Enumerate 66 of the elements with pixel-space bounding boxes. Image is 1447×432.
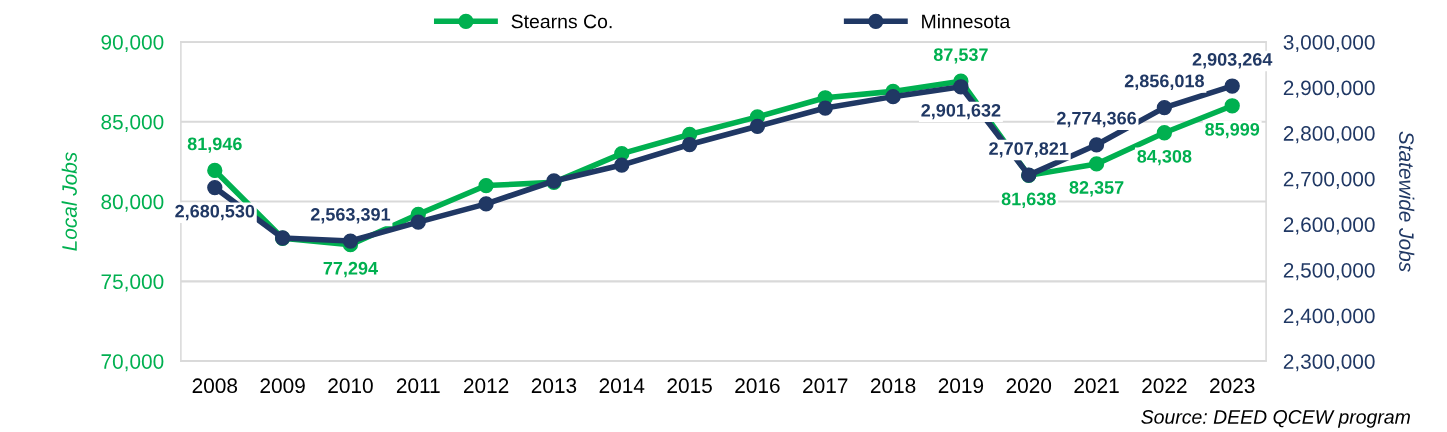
point — [885, 88, 901, 105]
x-tick-label: 2014 — [599, 378, 645, 394]
x-tick-label: 2021 — [1074, 378, 1119, 394]
y-tick-label: 70,000 — [101, 354, 164, 372]
y2-tick-label: 2,800,000 — [1283, 126, 1375, 144]
data-label: 87,537 — [933, 48, 988, 64]
y2-tick-label: 2,400,000 — [1283, 308, 1375, 326]
data-label: 2,856,018 — [1124, 74, 1204, 90]
y-tick-label: 80,000 — [101, 194, 164, 212]
point — [207, 179, 223, 196]
data-label: 2,707,821 — [989, 142, 1069, 158]
y2-tick-label: 2,700,000 — [1283, 171, 1375, 189]
source-note: Source: DEED QCEW program — [1141, 410, 1410, 428]
y2-tick-label: 2,900,000 — [1283, 80, 1375, 98]
y-tick-label: 75,000 — [101, 274, 164, 292]
x-tick-label: 2011 — [396, 378, 440, 394]
point — [342, 233, 359, 249]
x-tick-label: 2022 — [1142, 378, 1187, 394]
point — [478, 196, 494, 212]
x-tick-label: 2013 — [531, 378, 577, 394]
point — [1156, 99, 1173, 116]
data-label: 81,946 — [187, 137, 242, 153]
x-tick-label: 2016 — [735, 378, 780, 394]
data-label: 2,774,366 — [1057, 111, 1137, 128]
data-label: 81,638 — [1001, 192, 1056, 208]
point — [681, 136, 698, 153]
point — [1088, 137, 1105, 153]
x-tick-label: 2019 — [938, 378, 984, 394]
legend-label: Minnesota — [922, 14, 1011, 29]
data-label: 2,680,530 — [175, 204, 255, 221]
point — [614, 157, 630, 173]
point — [1224, 98, 1240, 114]
x-tick-label: 2009 — [260, 378, 305, 394]
y2-axis-title: Statewide Jobs — [1399, 131, 1415, 272]
data-label: 2,903,264 — [1192, 53, 1273, 69]
x-tick-label: 2017 — [803, 378, 848, 394]
y2-tick-label: 2,300,000 — [1283, 354, 1375, 372]
point — [1224, 78, 1240, 94]
x-tick-label: 2020 — [1006, 378, 1052, 394]
point — [410, 214, 426, 230]
x-tick-label: 2010 — [328, 378, 373, 394]
point — [817, 100, 833, 116]
point — [478, 177, 494, 194]
point — [749, 118, 766, 134]
data-label: 82,357 — [1069, 181, 1124, 197]
data-label: 84,308 — [1137, 149, 1192, 166]
point — [207, 162, 223, 179]
x-tick-label: 2015 — [667, 378, 712, 394]
legend-label: Stearns Co. — [511, 14, 612, 29]
point — [1156, 125, 1173, 141]
y2-tick-label: 2,500,000 — [1283, 262, 1375, 281]
x-tick-label: 2008 — [192, 378, 238, 394]
data-label: 2,563,391 — [310, 208, 391, 224]
data-label: 2,901,632 — [921, 103, 1001, 120]
y-axis-title: Local Jobs — [61, 152, 77, 251]
data-label: 85,999 — [1205, 122, 1260, 139]
x-tick-label: 2023 — [1210, 378, 1255, 394]
x-tick-label: 2018 — [870, 378, 916, 394]
y-tick-label: 90,000 — [101, 34, 164, 53]
y-tick-label: 85,000 — [101, 114, 164, 132]
point — [953, 79, 969, 95]
data-label: 77,294 — [323, 261, 378, 278]
x-tick-label: 2012 — [463, 378, 509, 394]
y2-tick-label: 2,600,000 — [1283, 217, 1375, 235]
point — [1088, 156, 1105, 172]
y2-tick-label: 3,000,000 — [1283, 34, 1375, 53]
